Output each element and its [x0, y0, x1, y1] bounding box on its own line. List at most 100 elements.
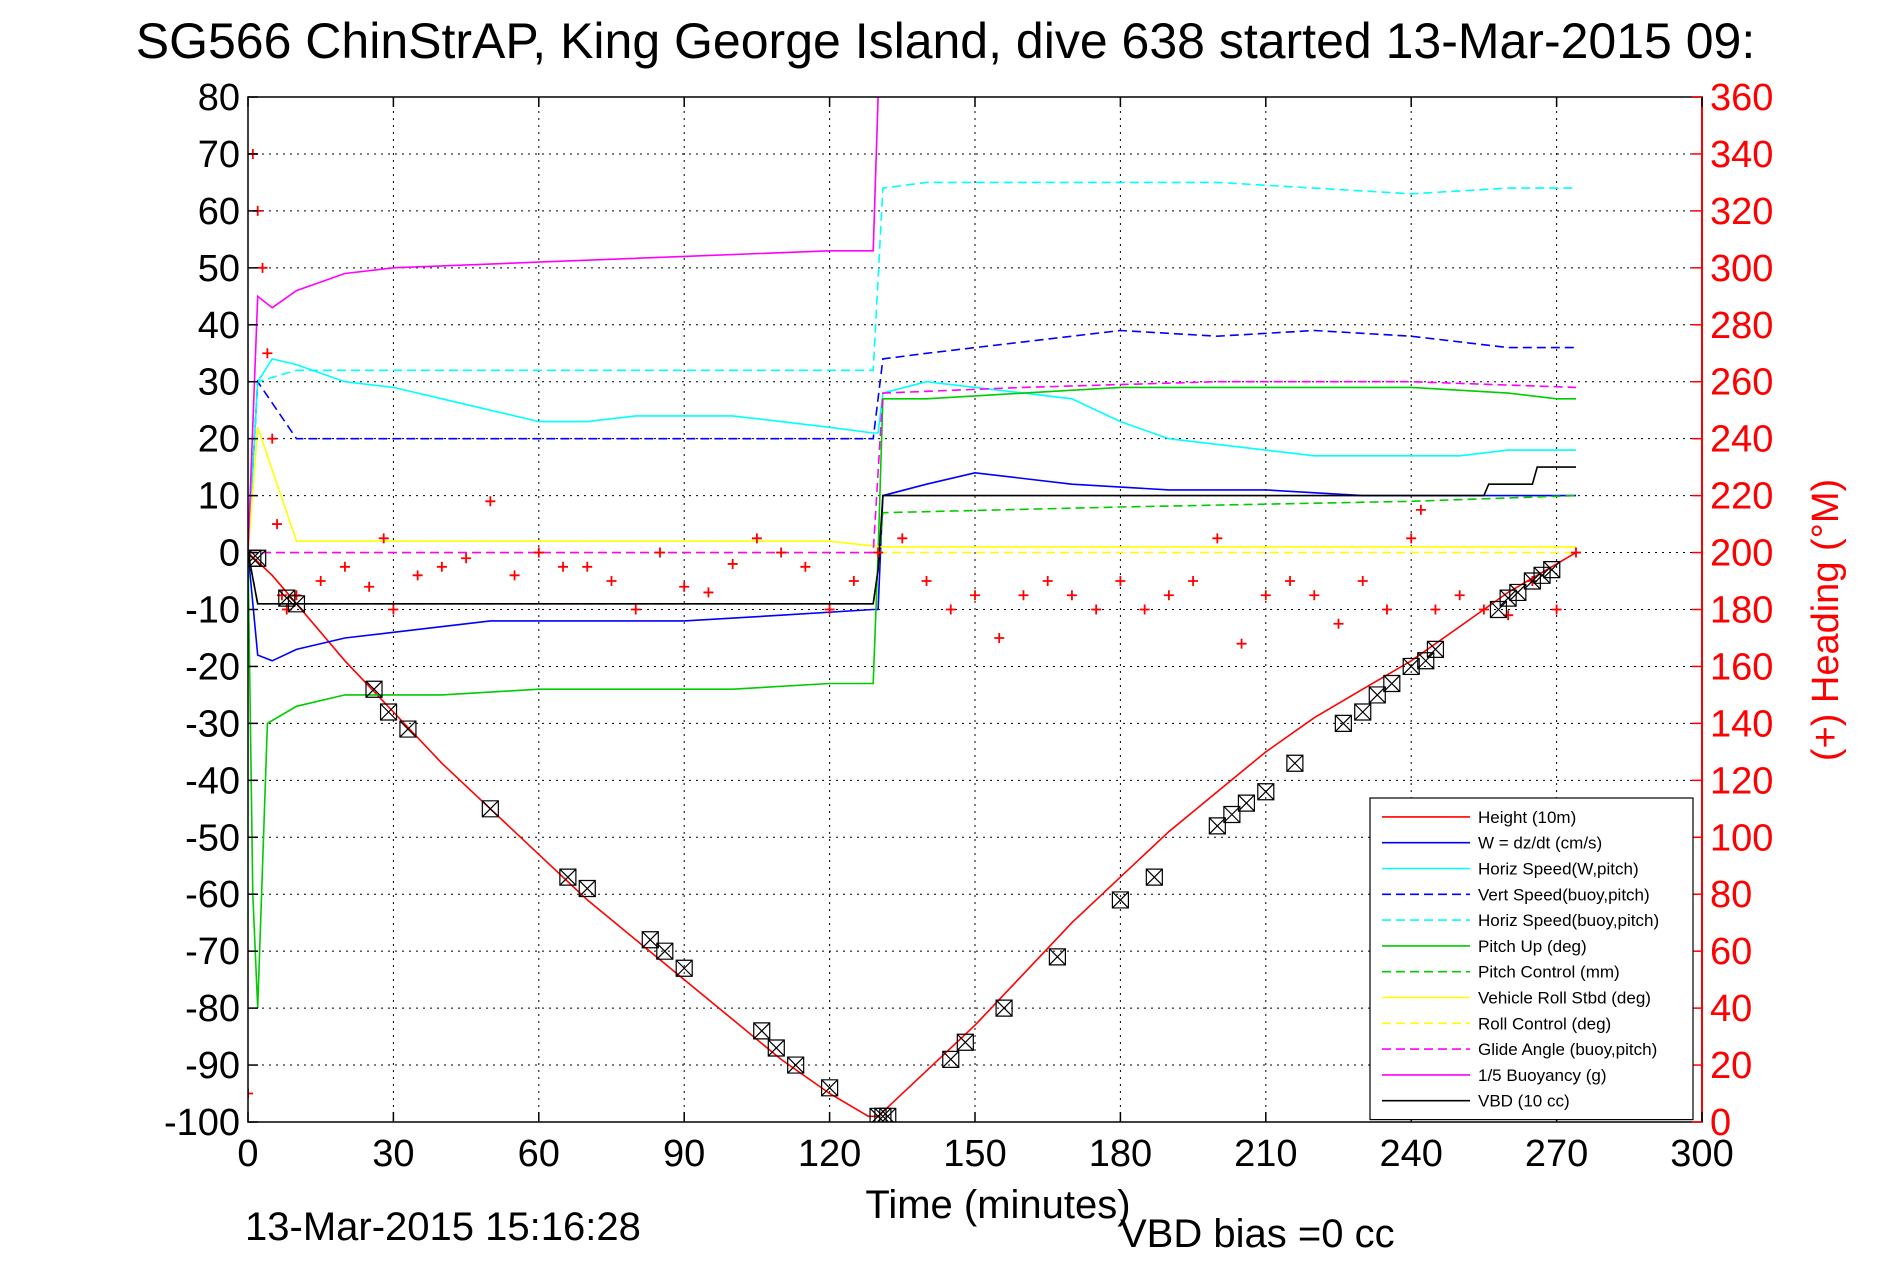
heading-point — [1042, 576, 1053, 587]
heading-point — [1163, 590, 1174, 601]
heading-point — [1260, 590, 1271, 601]
height-sample-marker — [1286, 754, 1304, 772]
legend-label: W = dz/dt (cm/s) — [1478, 834, 1602, 853]
height-sample-marker — [1402, 657, 1420, 676]
y-tick-label: -10 — [185, 590, 240, 632]
x-tick-label: 210 — [1234, 1133, 1297, 1175]
heading-point — [945, 604, 956, 615]
height-sample-marker — [995, 999, 1013, 1017]
y-tick-right-label: 160 — [1710, 646, 1773, 688]
y-tick-label: -40 — [185, 760, 240, 802]
height-sample-marker — [399, 720, 417, 738]
series-line-7 — [248, 427, 1576, 553]
y-tick-right-label: 180 — [1710, 590, 1773, 632]
height-sample-marker — [379, 703, 398, 721]
heading-point — [679, 581, 690, 592]
height-sample-marker — [641, 931, 659, 949]
heading-point — [262, 348, 273, 359]
x-tick-label: 300 — [1670, 1133, 1733, 1175]
legend-label: Roll Control (deg) — [1478, 1014, 1611, 1033]
height-sample-marker — [787, 1056, 805, 1074]
legend-label: Height (10m) — [1478, 808, 1576, 827]
y-tick-right-label: 20 — [1710, 1045, 1752, 1087]
legend-label: Horiz Speed(buoy,pitch) — [1478, 911, 1659, 930]
y-tick-label: -70 — [185, 931, 240, 973]
x-tick-label: 90 — [663, 1133, 705, 1175]
legend-box — [1369, 797, 1694, 1121]
height-sample-marker — [559, 868, 577, 886]
x-tick-label: 30 — [372, 1133, 414, 1175]
heading-point — [257, 262, 268, 273]
y-tick-label: 0 — [219, 533, 240, 575]
y-tick-right-label: 120 — [1710, 760, 1773, 802]
chart-title: SG566 ChinStrAP, King George Island, div… — [135, 13, 1756, 69]
heading-point — [582, 561, 593, 572]
y-tick-right-label: 40 — [1710, 988, 1752, 1030]
y-tick-right-label: 0 — [1710, 1102, 1731, 1144]
height-sample-marker — [821, 1079, 839, 1097]
height-sample-marker — [1354, 703, 1372, 721]
heading-point — [654, 547, 665, 558]
x-tick-label: 180 — [1089, 1133, 1152, 1175]
height-sample-marker — [675, 959, 693, 977]
y-tick-label: -100 — [164, 1102, 240, 1144]
heading-point — [1406, 533, 1417, 544]
x-tick-label: 60 — [518, 1133, 560, 1175]
heading-point — [703, 587, 714, 598]
legend-label: Glide Angle (buoy,pitch) — [1478, 1040, 1657, 1059]
heading-point — [1212, 533, 1223, 544]
height-sample-marker — [287, 595, 306, 613]
height-sample-marker — [1543, 561, 1561, 579]
heading-point — [897, 533, 908, 544]
heading-point — [485, 496, 496, 507]
heading-point — [994, 632, 1005, 643]
y-tick-right-label: 260 — [1710, 362, 1773, 404]
heading-point — [461, 553, 472, 564]
legend-label: VBD (10 cc) — [1478, 1092, 1570, 1111]
series-line-9 — [248, 380, 1577, 554]
axis-ticks: 0 30 60 90 120 150 180 210 240 270 300807060504030… — [164, 77, 1773, 1175]
height-sample-marker — [767, 1039, 785, 1057]
x-axis-label: Time (minutes) — [865, 1183, 1130, 1227]
y-tick-right-label: 300 — [1710, 248, 1773, 290]
heading-point — [751, 533, 762, 544]
height-sample-marker — [1237, 794, 1256, 812]
height-sample-marker — [1145, 868, 1163, 886]
x-tick-label: 150 — [943, 1133, 1006, 1175]
series-line-3 — [248, 329, 1576, 553]
heading-point — [1018, 590, 1029, 601]
heading-point — [339, 561, 350, 572]
heading-point — [436, 561, 447, 572]
heading-point — [776, 547, 787, 558]
y-tick-label: -50 — [185, 817, 240, 859]
series-line-4 — [248, 181, 1576, 553]
series-line-1 — [248, 471, 1576, 662]
legend: Height (10m) W = dz/dt (cm/s) Horiz Speed(… — [1369, 797, 1694, 1121]
y-tick-label: 60 — [198, 191, 240, 233]
y-tick-label: -20 — [185, 646, 240, 688]
y-axis-right-label: (+) Heading (°M) — [1805, 479, 1847, 761]
height-sample-marker — [1499, 589, 1517, 607]
height-sample-marker — [1417, 652, 1435, 670]
y-tick-label: -90 — [185, 1045, 240, 1087]
heading-point — [727, 558, 738, 569]
height-sample-marker — [1257, 783, 1275, 801]
height-sample-marker — [1223, 805, 1241, 824]
series-line-2 — [248, 357, 1576, 553]
height-sample-marker — [1368, 686, 1386, 704]
heading-point — [1415, 504, 1426, 515]
heading-point — [558, 561, 569, 572]
heading-point — [1551, 604, 1562, 615]
heading-point — [606, 576, 617, 587]
y-tick-right-label: 80 — [1710, 874, 1752, 916]
y-tick-label: 50 — [198, 248, 240, 290]
legend-label: Pitch Control (mm) — [1478, 963, 1620, 982]
heading-point — [800, 561, 811, 572]
heading-point — [873, 547, 884, 558]
heading-point — [509, 570, 520, 581]
height-sample-marker — [956, 1033, 974, 1051]
y-tick-label: 20 — [198, 419, 240, 461]
vbd-bias-label: VBD bias =0 cc — [1120, 1212, 1395, 1256]
heading-point — [1570, 547, 1581, 558]
